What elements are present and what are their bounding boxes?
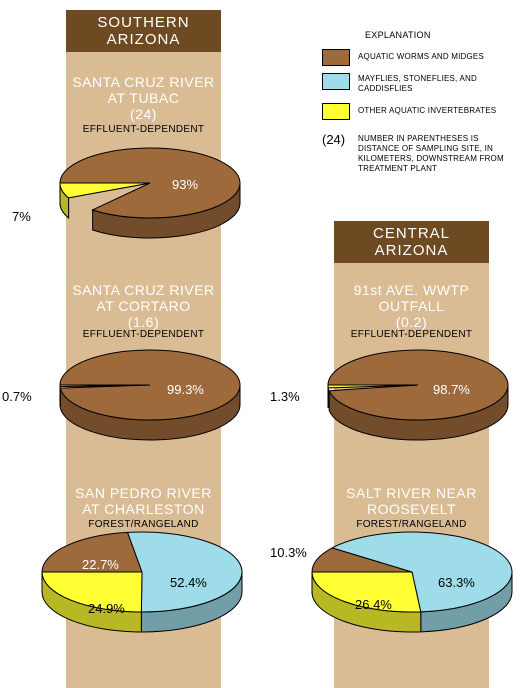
- site-line1: SANTA CRUZ RIVER: [72, 282, 215, 298]
- pie-label-cortaro-worms: 99.3%: [167, 382, 204, 397]
- site-distance: (0.2): [395, 314, 428, 330]
- pie-label-91st-other: 1.3%: [270, 389, 300, 404]
- pie-slice: [59, 349, 241, 421]
- pie-slice: [311, 571, 422, 613]
- site-title-tubac: SANTA CRUZ RIVER AT TUBAC (24): [66, 74, 221, 122]
- pie-label-charleston-mayflies: 52.4%: [170, 575, 207, 590]
- legend-label-worms: AQUATIC WORMS AND MIDGES: [358, 52, 484, 61]
- legend-title: EXPLANATION: [365, 30, 431, 40]
- site-title-charleston: SAN PEDRO RIVER AT CHARLESTON: [66, 485, 221, 517]
- site-distance: (24): [130, 106, 157, 122]
- pie-slice: [41, 531, 143, 573]
- pie-chart-salt-river: [311, 531, 513, 633]
- pie-chart-tubac: [59, 147, 241, 239]
- site-line2: AT CHARLESTON: [82, 501, 205, 517]
- pie-label-salt-mayflies: 63.3%: [438, 575, 475, 590]
- pie-label-tubac-other: 7%: [12, 209, 31, 224]
- land-use-charleston: FOREST/RANGELAND: [88, 519, 199, 530]
- pie-label-cortaro-other: 0.7%: [2, 389, 32, 404]
- pie-chart-91st-ave: [327, 349, 509, 441]
- region-title-line2: ARIZONA: [374, 242, 449, 259]
- legend-swatch-other: [322, 103, 350, 120]
- legend-label-other: OTHER AQUATIC INVERTEBRATES: [358, 106, 497, 115]
- site-title-cortaro: SANTA CRUZ RIVER AT CORTARO (1.6): [66, 282, 221, 330]
- legend-note-symbol: (24): [322, 132, 346, 147]
- region-title-line1: SOUTHERN: [97, 14, 190, 31]
- site-line1: 91st AVE. WWTP: [353, 282, 470, 298]
- site-line1: SALT RIVER NEAR: [346, 485, 477, 501]
- region-header-central: CENTRAL ARIZONA: [334, 221, 489, 263]
- site-line2: OUTFALL: [378, 298, 445, 314]
- pie-slice: [126, 531, 243, 613]
- site-title-91st-ave: 91st AVE. WWTP OUTFALL (0.2): [334, 282, 489, 330]
- pie-slice: [41, 571, 143, 613]
- region-title-line2: ARIZONA: [106, 31, 181, 48]
- site-line2: AT CORTARO: [96, 298, 191, 314]
- legend-swatch-worms: [322, 49, 350, 66]
- site-title-salt-river: SALT RIVER NEAR ROOSEVELT: [334, 485, 489, 517]
- pie-chart-charleston: [41, 531, 243, 633]
- legend-swatch-mayflies: [322, 73, 350, 90]
- pie-slice: [327, 384, 419, 389]
- pie-label-91st-worms: 98.7%: [433, 382, 470, 397]
- land-use-cortaro: EFFLUENT-DEPENDENT: [82, 329, 205, 340]
- site-distance: (1.6): [127, 314, 160, 330]
- pie-slice: [330, 531, 513, 613]
- land-use-salt-river: FOREST/RANGELAND: [356, 519, 467, 530]
- pie-label-salt-other: 26.4%: [355, 597, 392, 612]
- pie-label-salt-worms: 10.3%: [270, 545, 307, 560]
- pie-label-charleston-worms: 22.7%: [82, 557, 119, 572]
- land-use-91st-ave: EFFLUENT-DEPENDENT: [350, 329, 473, 340]
- site-line2: AT TUBAC: [107, 90, 180, 106]
- land-use-tubac: EFFLUENT-DEPENDENT: [82, 124, 205, 135]
- pie-label-tubac-worms: 93%: [172, 177, 199, 192]
- pie-label-charleston-other: 24.9%: [88, 601, 125, 616]
- pie-slice: [59, 384, 151, 388]
- site-line1: SAN PEDRO RIVER: [75, 485, 212, 501]
- pie-chart-cortaro: [59, 349, 241, 441]
- region-header-southern: SOUTHERN ARIZONA: [66, 10, 221, 52]
- region-title-line1: CENTRAL: [372, 225, 450, 242]
- legend-label-mayflies: MAYFLIES, STONEFLIES, AND CADDISFLIES: [358, 74, 477, 93]
- pie-slice: [59, 182, 151, 199]
- site-line2: ROOSEVELT: [366, 501, 457, 517]
- legend-note-text: NUMBER IN PARENTHESES IS DISTANCE OF SAM…: [358, 134, 504, 173]
- site-line1: SANTA CRUZ RIVER: [72, 74, 215, 90]
